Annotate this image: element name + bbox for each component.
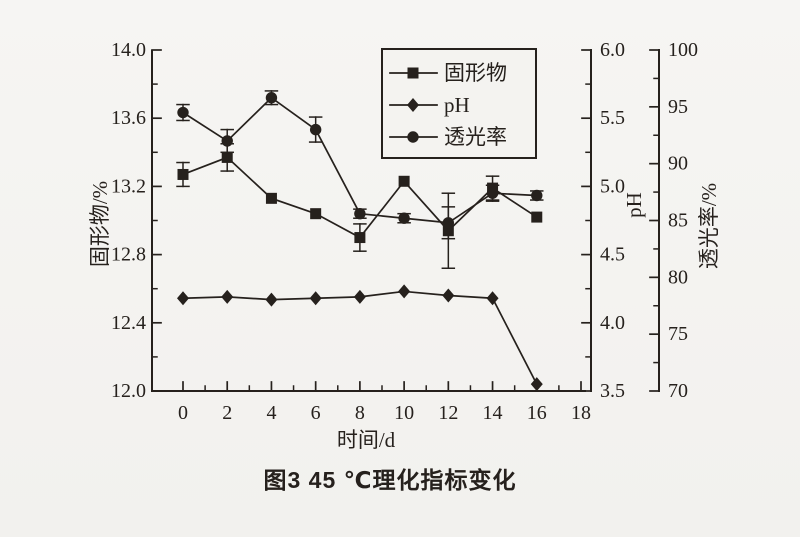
- x-axis-tick-label: 8: [355, 402, 365, 424]
- left-axis-ticks-tick-label: 14.0: [111, 39, 146, 61]
- x-axis-ticks: 0 2 4 6 8 10 12 14 16 18: [178, 381, 591, 424]
- x-axis-tick-label: 12: [438, 402, 458, 424]
- series-transmittance-marker: [531, 189, 543, 202]
- series-solids-marker: [398, 175, 410, 187]
- series-transmittance-marker: [177, 106, 189, 119]
- left-axis-ticks-tick-label: 13.6: [111, 107, 146, 129]
- legend-label-ph: pH: [444, 93, 470, 117]
- x-axis-tick-label: 18: [571, 402, 591, 424]
- series-transmittance-marker: [398, 212, 410, 224]
- series-solids-marker: [310, 208, 322, 220]
- ph-axis-ticks-tick-label: 6.0: [600, 39, 625, 61]
- left-axis-ticks-tick-label: 12.8: [111, 244, 146, 266]
- x-axis-tick-label: 2: [222, 402, 232, 424]
- transmittance-axis-ticks-tick-label: 95: [668, 96, 688, 118]
- diamond-marker-icon: [407, 98, 419, 112]
- series-ph-marker: [309, 291, 322, 306]
- series-solids: [176, 143, 543, 269]
- x-axis-tick-label: 0: [178, 402, 188, 424]
- series-transmittance-marker: [265, 92, 278, 104]
- x-axis-tick-label: 6: [311, 402, 321, 424]
- transmittance-axis-ticks-tick-label: 75: [668, 323, 688, 345]
- circle-marker-icon: [407, 131, 419, 143]
- x-axis-tick-label: 16: [527, 402, 547, 424]
- ph-axis-ticks-tick-label: 5.5: [600, 107, 625, 129]
- legend-box: [381, 48, 537, 159]
- transmittance-axis-ticks-tick-label: 70: [668, 380, 688, 402]
- legend: 固形物 pH 透光率: [381, 48, 537, 159]
- series-transmittance-marker: [442, 217, 455, 229]
- left-axis-ticks: 12.0 12.4 12.8 13.2 13.6 14.0: [111, 39, 162, 402]
- series-solids-marker: [177, 168, 189, 180]
- x-axis-tick-label: 4: [266, 402, 276, 424]
- left-axis-ticks-tick-label: 12.4: [111, 312, 146, 334]
- legend-item-transmittance: 透光率: [389, 125, 507, 149]
- series-transmittance-marker: [486, 187, 499, 199]
- legend-item-solids: 固形物: [389, 61, 507, 85]
- series-ph-marker: [442, 288, 455, 303]
- series-ph-marker: [486, 291, 499, 306]
- series-solids-marker: [354, 232, 366, 244]
- left-axis-title: 固形物/%: [88, 181, 112, 267]
- series-solids-marker: [531, 211, 543, 223]
- legend-label-solids: 固形物: [444, 61, 507, 85]
- series-ph: [177, 284, 543, 392]
- series-ph-marker: [177, 291, 189, 306]
- series-ph-marker: [265, 292, 278, 307]
- ph-axis-ticks-tick-label: 5.0: [600, 175, 625, 197]
- series-solids-marker: [265, 192, 277, 204]
- series-transmittance: [176, 90, 544, 240]
- series-ph-marker: [530, 377, 543, 392]
- ph-axis-title: pH: [622, 192, 646, 218]
- ph-axis-ticks-tick-label: 3.5: [600, 380, 625, 402]
- transmittance-axis-ticks-tick-label: 85: [668, 210, 688, 232]
- series-transmittance-marker: [221, 135, 233, 147]
- transmittance-axis-ticks-tick-label: 80: [668, 266, 688, 288]
- transmittance-axis-title: 透光率/%: [697, 183, 721, 269]
- transmittance-axis-ticks-tick-label: 100: [668, 39, 698, 61]
- x-axis-title: 时间/d: [337, 428, 396, 452]
- legend-label-transmittance: 透光率: [444, 125, 507, 149]
- series-ph-marker: [221, 289, 234, 304]
- x-axis-tick-label: 14: [483, 402, 503, 424]
- ph-axis-ticks-tick-label: 4.5: [600, 244, 625, 266]
- x-axis-tick-label: 10: [394, 402, 414, 424]
- chart-render-root: 12.0 12.4 12.8 13.2 13.6 14.0 3.5 4.0 4.5 5.0 5.5 6…: [111, 39, 698, 424]
- series-ph-marker: [353, 289, 366, 304]
- series-ph-line: [182, 290, 538, 385]
- series-transmittance-marker: [354, 207, 366, 220]
- square-marker-icon: [407, 67, 419, 79]
- ph-axis-ticks: 3.5 4.0 4.5 5.0 5.5 6.0: [581, 39, 625, 402]
- series-solids-marker: [221, 151, 233, 163]
- series-transmittance-marker: [309, 123, 322, 136]
- transmittance-axis-ticks: 70 75 80 85 90 95 100: [649, 39, 698, 402]
- left-axis-ticks-tick-label: 13.2: [111, 175, 146, 197]
- transmittance-axis-ticks-tick-label: 90: [668, 153, 688, 175]
- series-ph-marker: [398, 284, 411, 299]
- left-axis-ticks-tick-label: 12.0: [111, 380, 146, 402]
- figure-caption: 图3 45 ℃理化指标变化: [263, 467, 517, 493]
- ph-axis-ticks-tick-label: 4.0: [600, 312, 625, 334]
- legend-item-ph: pH: [389, 93, 470, 117]
